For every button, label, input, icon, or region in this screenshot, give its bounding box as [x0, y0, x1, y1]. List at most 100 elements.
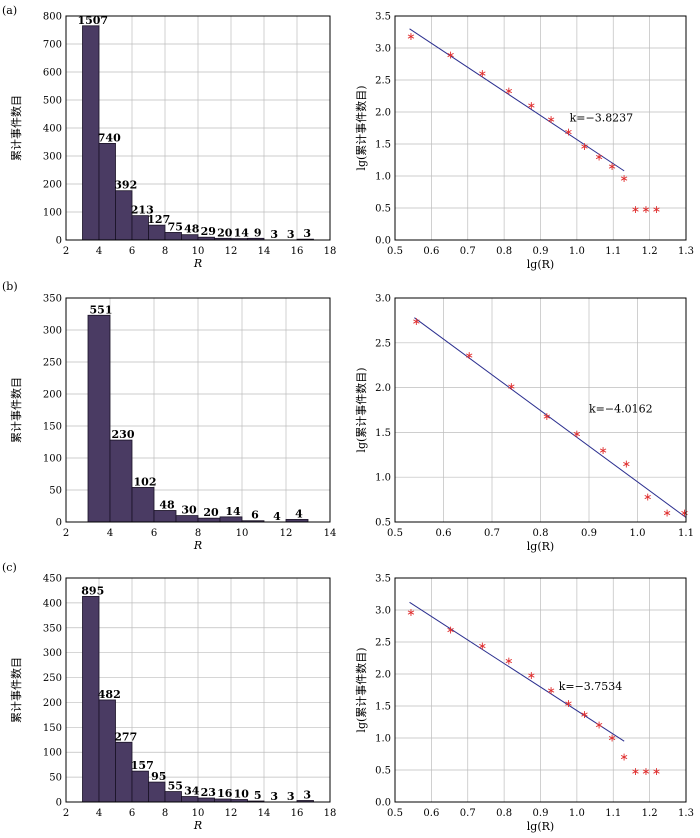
fit-line	[409, 601, 625, 742]
x-tick-label: 1.1	[605, 808, 621, 819]
x-tick-label: 10	[192, 808, 205, 819]
y-tick-label: 0.5	[375, 204, 391, 215]
histogram-bar	[148, 224, 166, 241]
bar-value-label: 1507	[77, 14, 108, 27]
x-tick-label: 0.6	[436, 528, 452, 539]
bar-value-label: 157	[131, 759, 154, 772]
data-point-marker: ∗	[652, 203, 661, 216]
y-tick-label: 200	[43, 180, 62, 191]
x-tick-label: 18	[324, 246, 337, 257]
x-tick-label: 14	[258, 808, 271, 819]
bar-value-label: 23	[201, 786, 216, 799]
bar-value-label: 10	[234, 788, 250, 801]
histogram-bar	[82, 596, 100, 803]
data-point-marker: ∗	[594, 150, 603, 163]
histogram-bar	[153, 510, 177, 523]
x-tick-label: 12	[225, 808, 238, 819]
x-tick-label: 4	[96, 246, 102, 257]
x-tick-label: 1.0	[569, 246, 585, 257]
bar-value-label: 740	[98, 131, 121, 144]
y-axis-label: 累计事件数目	[10, 95, 23, 161]
data-point-marker: ∗	[620, 751, 629, 764]
y-tick-label: 50	[49, 773, 62, 784]
plot-frame	[65, 577, 331, 803]
y-tick-label: 2.0	[375, 383, 391, 394]
y-axis-label: 累计事件数目	[10, 377, 23, 443]
x-axis-label: R	[193, 257, 202, 270]
plot-frame	[394, 577, 687, 803]
bar-value-label: 5	[254, 789, 262, 802]
x-tick-label: 0.7	[460, 246, 476, 257]
y-tick-label: 100	[43, 748, 62, 759]
fit-line	[409, 28, 625, 172]
bar-value-label: 4	[295, 507, 303, 520]
y-tick-label: 0.5	[375, 518, 391, 529]
data-point-marker: ∗	[546, 113, 555, 126]
bar-value-label: 277	[114, 730, 137, 743]
y-tick-label: 0.5	[375, 766, 391, 777]
x-tick-label: 12	[225, 246, 238, 257]
y-tick-label: 2.5	[375, 338, 391, 349]
x-tick-label: 1.3	[678, 808, 694, 819]
x-tick-label: 2	[63, 808, 69, 819]
bar-value-label: 3	[303, 789, 311, 802]
y-tick-label: 1.0	[375, 734, 391, 745]
x-axis-label: R	[193, 539, 202, 552]
data-point-marker: ∗	[504, 655, 513, 668]
bar-value-label: 20	[217, 226, 233, 239]
bar-value-label: 14	[234, 227, 250, 240]
histogram-bar	[164, 232, 182, 241]
y-tick-label: 250	[43, 358, 62, 369]
x-tick-label: 10	[236, 528, 249, 539]
x-tick-label: 6	[151, 528, 157, 539]
x-axis-label: lg(R)	[527, 258, 554, 271]
y-tick-label: 50	[49, 486, 62, 497]
bar-value-label: 127	[147, 213, 170, 226]
y-tick-label: 600	[43, 68, 62, 79]
data-point-marker: ∗	[680, 507, 689, 520]
bar-value-label: 3	[270, 228, 278, 241]
y-tick-label: 1.5	[375, 428, 391, 439]
x-tick-label: 0.5	[387, 808, 403, 819]
histogram-bar	[98, 142, 116, 241]
x-tick-label: 6	[129, 246, 135, 257]
y-axis-label: lg(累计事件数目)	[355, 647, 368, 732]
x-tick-label: 16	[291, 246, 304, 257]
data-point-marker: ∗	[446, 49, 455, 62]
bar-value-label: 9	[254, 226, 262, 239]
y-tick-label: 3.0	[375, 44, 391, 55]
data-point-marker: ∗	[608, 732, 617, 745]
y-tick-label: 150	[43, 723, 62, 734]
chart-c-hist: 2 4 6 8 10 12 14 16 18 0 50 100 150 200 250 300 350 400 45…	[10, 574, 336, 833]
x-tick-label: 0.9	[533, 246, 549, 257]
data-point-marker: ∗	[546, 684, 555, 697]
data-point-marker: ∗	[504, 84, 513, 97]
data-point-marker: ∗	[594, 719, 603, 732]
y-tick-label: 0	[56, 518, 62, 529]
x-tick-label: 0.7	[484, 528, 500, 539]
data-point-marker: ∗	[446, 623, 455, 636]
histogram-bar	[109, 439, 133, 523]
x-tick-label: 14	[258, 246, 271, 257]
y-axis-label: lg(累计事件数目)	[355, 85, 368, 170]
data-point-marker: ∗	[631, 203, 640, 216]
bar-value-label: 392	[114, 179, 137, 192]
x-tick-label: 4	[96, 808, 102, 819]
histogram-bar	[115, 190, 133, 241]
y-tick-label: 500	[43, 96, 62, 107]
data-point-marker: ∗	[580, 708, 589, 721]
x-tick-label: 14	[324, 528, 337, 539]
bar-value-label: 55	[168, 780, 183, 793]
bar-value-label: 75	[168, 220, 183, 233]
bar-value-label: 14	[225, 505, 241, 518]
y-tick-label: 450	[43, 574, 62, 585]
bar-value-label: 102	[134, 475, 157, 488]
y-tick-label: 350	[43, 623, 62, 634]
histogram-bar	[87, 314, 111, 523]
y-tick-label: 2.5	[375, 638, 391, 649]
data-point-marker: ∗	[641, 203, 650, 216]
x-tick-label: 1.2	[642, 246, 658, 257]
y-tick-label: 100	[43, 454, 62, 465]
x-tick-label: 2	[63, 246, 69, 257]
